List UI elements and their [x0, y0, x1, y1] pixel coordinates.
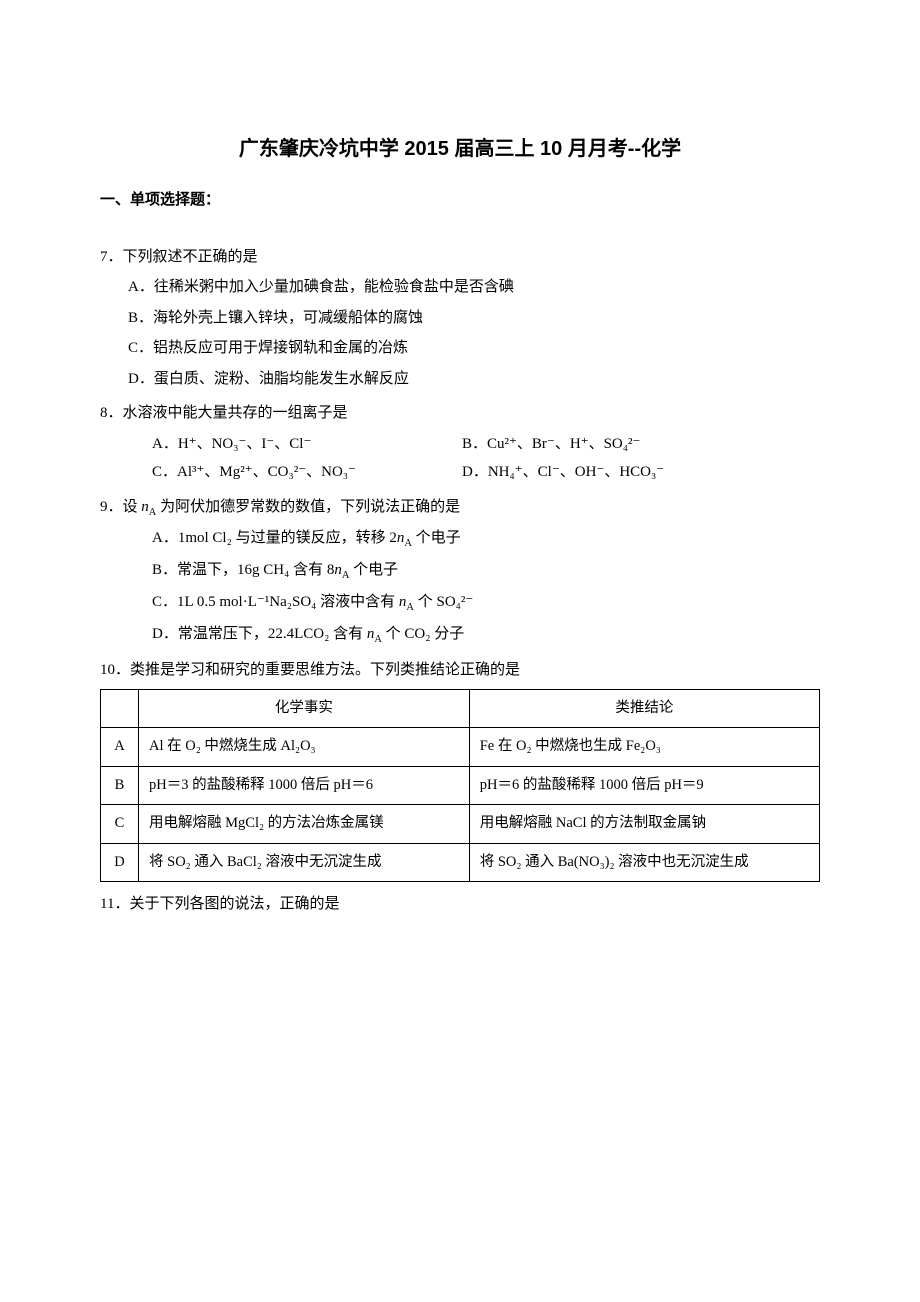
row-letter: B	[101, 766, 139, 805]
q8-option-a: A．H⁺、NO₃⁻、I⁻、Cl⁻	[152, 430, 462, 459]
q9c-sub: A	[406, 602, 414, 613]
q9d-sub: A	[374, 634, 382, 645]
q11-stem: 11．关于下列各图的说法，正确的是	[100, 890, 820, 919]
row-fact: 用电解熔融 MgCl₂ 的方法冶炼金属镁	[139, 805, 470, 844]
row-fact: pH＝3 的盐酸稀释 1000 倍后 pH＝6	[139, 766, 470, 805]
table-header-fact: 化学事实	[139, 689, 470, 728]
q10-stem: 10．类推是学习和研究的重要思维方法。下列类推结论正确的是	[100, 656, 820, 685]
document-title: 广东肇庆冷坑中学 2015 届高三上 10 月月考--化学	[100, 130, 820, 168]
row-conclusion: 用电解熔融 NaCl 的方法制取金属钠	[469, 805, 819, 844]
q9-var: n	[141, 499, 149, 515]
q7-option-c: C．铝热反应可用于焊接钢轨和金属的冶炼	[100, 334, 820, 363]
table-row: C 用电解熔融 MgCl₂ 的方法冶炼金属镁 用电解熔融 NaCl 的方法制取金…	[101, 805, 820, 844]
row-letter: D	[101, 843, 139, 882]
q9d-post: 个 CO₂ 分子	[382, 626, 464, 642]
q7-stem: 7．下列叙述不正确的是	[100, 243, 820, 272]
q9b-post: 个电子	[349, 562, 398, 578]
q9-stem-pre: 9．设	[100, 499, 141, 515]
q9-option-c: C．1L 0.5 mol·L⁻¹Na₂SO₄ 溶液中含有 nA 个 SO₄²⁻	[100, 588, 820, 618]
q8-stem: 8．水溶液中能大量共存的一组离子是	[100, 399, 820, 428]
row-conclusion: 将 SO₂ 通入 Ba(NO₃)₂ 溶液中也无沉淀生成	[469, 843, 819, 882]
question-9: 9．设 nA 为阿伏加德罗常数的数值，下列说法正确的是 A．1mol Cl₂ 与…	[100, 493, 820, 651]
q7-option-a: A．往稀米粥中加入少量加碘食盐，能检验食盐中是否含碘	[100, 273, 820, 302]
q10-table: 化学事实 类推结论 A Al 在 O₂ 中燃烧生成 Al₂O₃ Fe 在 O₂ …	[100, 689, 820, 883]
q8-option-d: D．NH₄⁺、Cl⁻、OH⁻、HCO₃⁻	[462, 458, 820, 487]
q9c-post: 个 SO₄²⁻	[414, 594, 473, 610]
q7-option-b: B．海轮外壳上镶入锌块，可减缓船体的腐蚀	[100, 304, 820, 333]
q8-option-c: C．Al³⁺、Mg²⁺、CO₃²⁻、NO₃⁻	[152, 458, 462, 487]
row-letter: A	[101, 728, 139, 767]
q9b-var: n	[334, 562, 342, 578]
question-8: 8．水溶液中能大量共存的一组离子是 A．H⁺、NO₃⁻、I⁻、Cl⁻ B．Cu²…	[100, 399, 820, 487]
row-fact: 将 SO₂ 通入 BaCl₂ 溶液中无沉淀生成	[139, 843, 470, 882]
row-fact: Al 在 O₂ 中燃烧生成 Al₂O₃	[139, 728, 470, 767]
question-7: 7．下列叙述不正确的是 A．往稀米粥中加入少量加碘食盐，能检验食盐中是否含碘 B…	[100, 243, 820, 394]
question-11: 11．关于下列各图的说法，正确的是	[100, 890, 820, 919]
question-10: 10．类推是学习和研究的重要思维方法。下列类推结论正确的是 化学事实 类推结论 …	[100, 656, 820, 882]
q9-stem: 9．设 nA 为阿伏加德罗常数的数值，下列说法正确的是	[100, 493, 820, 523]
section-heading: 一、单项选择题：	[100, 186, 820, 215]
table-header-row: 化学事实 类推结论	[101, 689, 820, 728]
q9-option-b: B．常温下，16g CH₄ 含有 8nA 个电子	[100, 556, 820, 586]
table-row: B pH＝3 的盐酸稀释 1000 倍后 pH＝6 pH＝6 的盐酸稀释 100…	[101, 766, 820, 805]
q9-option-a: A．1mol Cl₂ 与过量的镁反应，转移 2nA 个电子	[100, 524, 820, 554]
q9a-pre: A．1mol Cl₂ 与过量的镁反应，转移 2	[152, 530, 397, 546]
row-conclusion: Fe 在 O₂ 中燃烧也生成 Fe₂O₃	[469, 728, 819, 767]
q9-option-d: D．常温常压下，22.4LCO₂ 含有 nA 个 CO₂ 分子	[100, 620, 820, 650]
q9c-pre: C．1L 0.5 mol·L⁻¹Na₂SO₄ 溶液中含有	[152, 594, 399, 610]
q9d-pre: D．常温常压下，22.4LCO₂ 含有	[152, 626, 367, 642]
row-letter: C	[101, 805, 139, 844]
q9-stem-post: 为阿伏加德罗常数的数值，下列说法正确的是	[156, 499, 460, 515]
q8-option-b: B．Cu²⁺、Br⁻、H⁺、SO₄²⁻	[462, 430, 820, 459]
row-conclusion: pH＝6 的盐酸稀释 1000 倍后 pH＝9	[469, 766, 819, 805]
q9a-post: 个电子	[412, 530, 461, 546]
table-header-conclusion: 类推结论	[469, 689, 819, 728]
table-row: D 将 SO₂ 通入 BaCl₂ 溶液中无沉淀生成 将 SO₂ 通入 Ba(NO…	[101, 843, 820, 882]
q7-option-d: D．蛋白质、淀粉、油脂均能发生水解反应	[100, 365, 820, 394]
q9b-pre: B．常温下，16g CH₄ 含有 8	[152, 562, 334, 578]
q9a-sub: A	[404, 538, 412, 549]
table-row: A Al 在 O₂ 中燃烧生成 Al₂O₃ Fe 在 O₂ 中燃烧也生成 Fe₂…	[101, 728, 820, 767]
table-header-empty	[101, 689, 139, 728]
